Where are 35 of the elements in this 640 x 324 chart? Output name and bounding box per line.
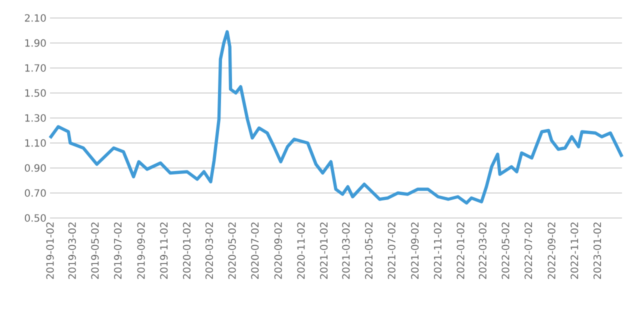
x-tick-label: 2022-11-02 [570,222,578,279]
x-tick-label: 2019-11-02 [160,222,168,279]
x-tick-label: 2019-05-02 [91,222,99,279]
x-tick-label: 2019-07-02 [114,222,122,279]
x-tick-label: 2021-01-02 [320,222,328,279]
x-tick-label: 2020-05-02 [228,222,236,279]
x-tick-label: 2021-11-02 [434,222,442,279]
x-tick-label: 2022-05-02 [502,222,510,279]
x-tick-label: 2021-05-02 [364,222,373,279]
y-tick-label: 0.70 [24,189,46,197]
y-tick-label: 0.90 [24,164,46,172]
x-tick-label: 2019-03-02 [68,222,76,279]
x-tick-label: 2022-09-02 [548,222,556,279]
x-tick-label: 2022-01-02 [456,222,464,279]
x-tick-label: 2019-09-02 [137,222,145,279]
x-tick-label: 2019-01-02 [46,222,54,279]
x-tick-label: 2021-09-02 [411,222,419,279]
y-tick-label: 1.50 [25,89,46,97]
x-tick-label: 2020-07-02 [251,222,259,279]
x-tick-label: 2020-01-02 [182,222,191,279]
x-tick-label: 2021-07-02 [388,222,396,279]
x-tick-label: 2020-11-02 [297,222,305,279]
y-tick-label: 1.10 [25,139,46,147]
x-tick-label: 2020-03-02 [205,222,213,279]
y-tick-label: 0.50 [24,214,46,222]
x-tick-label: 2020-09-02 [274,222,282,279]
x-tick-label: 2023-01-02 [593,222,602,279]
line-series [48,30,624,205]
y-tick-label: 1.90 [25,39,46,47]
x-tick-label: 2022-03-02 [478,222,486,279]
y-tick-label: 2.10 [24,14,46,22]
y-tick-label: 1.30 [25,114,46,122]
x-tick-label: 2022-07-02 [524,222,532,279]
x-tick-label: 2021-03-02 [342,222,350,279]
y-tick-label: 1.70 [25,64,46,72]
